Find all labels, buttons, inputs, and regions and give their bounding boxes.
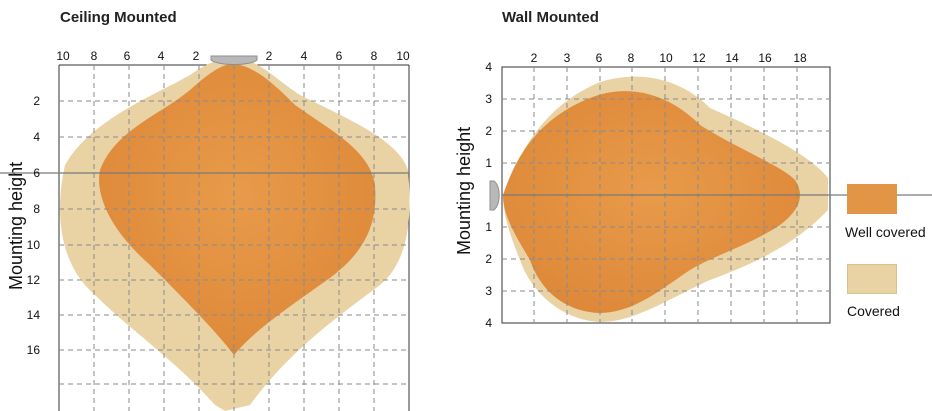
ceiling-y-tick: 10 <box>27 238 41 252</box>
ceiling-x-tick: 2 <box>266 49 273 63</box>
wall-y-tick: 3 <box>485 284 492 298</box>
wall-y-tick: 4 <box>485 60 492 74</box>
wall-x-tick: 10 <box>659 51 673 65</box>
wall-x-tick: 6 <box>596 51 603 65</box>
wall-x-tick: 8 <box>628 51 635 65</box>
ceiling-x-tick: 10 <box>396 49 410 63</box>
ceiling-x-tick: 2 <box>193 49 200 63</box>
ceiling-grid <box>59 65 409 411</box>
ceiling-x-tick: 4 <box>158 49 165 63</box>
wall-y-tick: 3 <box>485 92 492 106</box>
wall-x-tick: 18 <box>793 51 807 65</box>
wall-y-tick: 1 <box>485 156 492 170</box>
ceiling-y-tick: 6 <box>33 166 40 180</box>
ceiling-x-tick: 6 <box>124 49 131 63</box>
legend-swatch-well-covered <box>847 184 897 214</box>
ceiling-x-tick: 8 <box>371 49 378 63</box>
ceiling-y-tick: 12 <box>27 273 41 287</box>
ceiling-y-tick: 2 <box>33 94 40 108</box>
ceiling-y-tick: 4 <box>33 130 40 144</box>
legend-swatch-covered <box>847 264 897 294</box>
wall-x-tick: 2 <box>531 51 538 65</box>
wall-y-tick: 1 <box>485 220 492 234</box>
wall-x-tick: 12 <box>692 51 706 65</box>
wall-mounted-title: Wall Mounted <box>502 9 599 26</box>
ceiling-y-tick: 16 <box>27 343 41 357</box>
legend-label-well-covered: Well covered <box>845 224 926 240</box>
ceiling-diagram: 10 8 6 4 2 2 4 6 8 10 2 4 6 8 10 12 14 1… <box>0 49 410 411</box>
ceiling-y-tick: 8 <box>33 202 40 216</box>
ceiling-x-tick: 8 <box>91 49 98 63</box>
wall-x-tick: 16 <box>758 51 772 65</box>
wall-x-tick: 3 <box>564 51 571 65</box>
wall-diagram: 2 3 6 8 10 12 14 16 18 4 3 2 1 1 2 3 4 <box>485 51 932 330</box>
legend-label-covered: Covered <box>847 303 900 319</box>
wall-sensor-icon <box>489 180 500 211</box>
ceiling-mounted-title: Ceiling Mounted <box>60 9 177 26</box>
ceiling-y-tick: 14 <box>27 308 41 322</box>
wall-y-tick: 2 <box>485 252 492 266</box>
wall-x-tick: 14 <box>725 51 739 65</box>
wall-y-tick: 2 <box>485 124 492 138</box>
ceiling-sensor-icon <box>210 55 258 65</box>
ceiling-x-tick: 4 <box>301 49 308 63</box>
ceiling-x-tick: 6 <box>336 49 343 63</box>
wall-y-tick: 4 <box>485 316 492 330</box>
ceiling-x-tick: 10 <box>56 49 70 63</box>
wall-well-covered-area <box>503 91 800 313</box>
